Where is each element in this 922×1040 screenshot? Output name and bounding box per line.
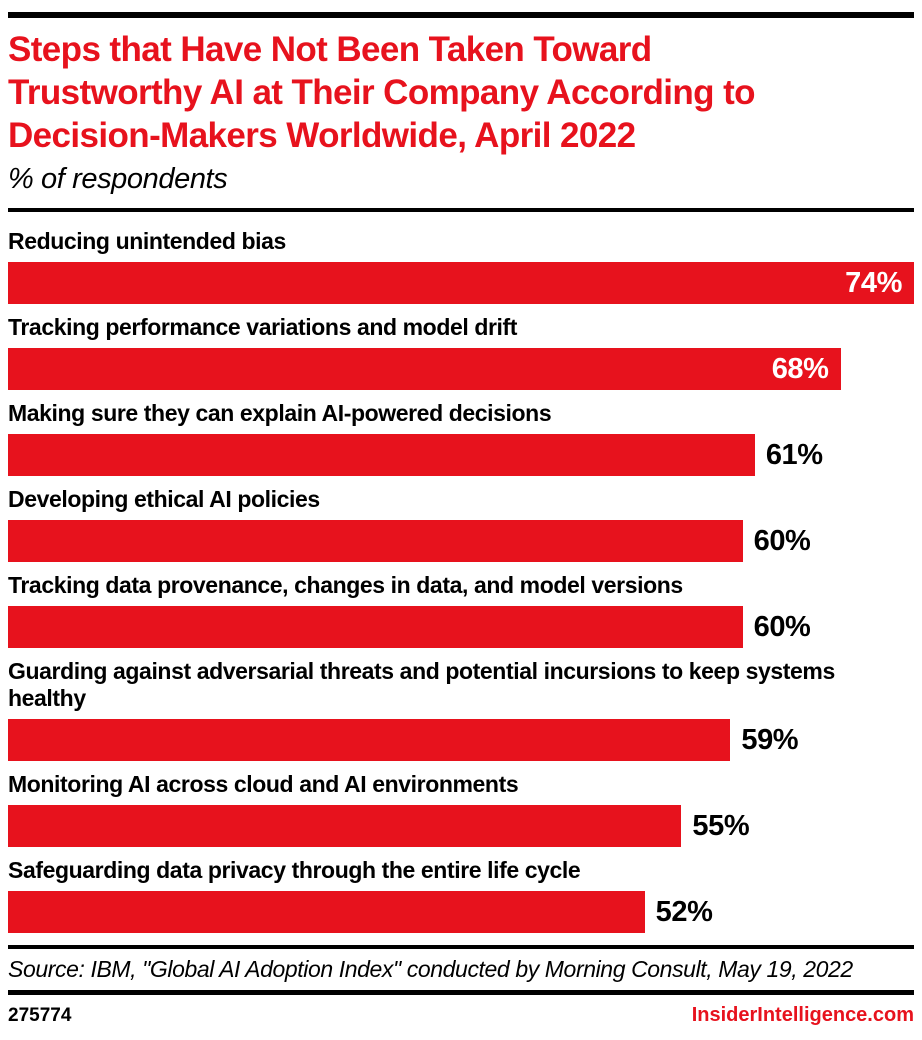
chart-title-line: Decision-Makers Worldwide, April 2022: [8, 116, 636, 156]
brand-link[interactable]: InsiderIntelligence.com: [691, 1004, 914, 1027]
bar-category-label: Guarding against adversarial threats and…: [8, 658, 835, 712]
bar-category-label: Tracking performance variations and mode…: [8, 314, 518, 341]
footer-divider: [8, 990, 914, 996]
bar-row: Guarding against adversarial threats and…: [8, 658, 914, 762]
bar: [8, 520, 743, 563]
bar: [8, 719, 731, 762]
bar-track: 60%: [8, 606, 914, 649]
bar-row: Tracking performance variations and mode…: [8, 314, 914, 391]
bar-track: 74%: [8, 262, 914, 305]
bar-value-label: 74%: [845, 266, 902, 299]
bar-row: Developing ethical AI policies 60%: [8, 486, 914, 563]
chart-title: Steps that Have Not Been Taken Toward Tr…: [8, 28, 914, 157]
bar-track: 59%: [8, 719, 914, 762]
bar: 74%: [8, 262, 914, 305]
bar-track: 60%: [8, 520, 914, 563]
chart-subtitle: % of respondents: [8, 163, 228, 196]
chart-title-line: Trustworthy AI at Their Company Accordin…: [8, 73, 756, 113]
bar-value-label: 68%: [771, 352, 829, 385]
bar-category-label: Monitoring AI across cloud and AI enviro…: [8, 771, 519, 798]
bar-category-label: Making sure they can explain AI-powered …: [8, 400, 552, 427]
bar-row: Tracking data provenance, changes in dat…: [8, 572, 914, 649]
bar: [8, 805, 682, 848]
bar: 68%: [8, 348, 841, 391]
source-divider: [8, 945, 914, 950]
bar-row: Monitoring AI across cloud and AI enviro…: [8, 771, 914, 848]
bar-row: Reducing unintended bias 74%: [8, 228, 914, 305]
bar-category-label: Developing ethical AI policies: [8, 486, 320, 513]
bar-value-label: 60%: [753, 610, 811, 643]
bar-value-label: 52%: [655, 895, 713, 928]
bar-track: 55%: [8, 805, 914, 848]
bar-category-label: Reducing unintended bias: [8, 228, 286, 255]
bar-category-label: Safeguarding data privacy through the en…: [8, 857, 581, 884]
chart-page: Steps that Have Not Been Taken Toward Tr…: [0, 12, 922, 1040]
source-note: Source: IBM, "Global AI Adoption Index" …: [8, 956, 853, 983]
bar-category-label: Tracking data provenance, changes in dat…: [8, 572, 683, 599]
bar-track: 68%: [8, 348, 914, 391]
bar-track: 61%: [8, 434, 914, 477]
bar-chart: Reducing unintended bias 74% Tracking pe…: [8, 212, 914, 934]
bar-value-label: 60%: [753, 524, 811, 557]
bar: [8, 434, 755, 477]
bar-value-label: 61%: [765, 438, 823, 471]
chart-id: 275774: [8, 1005, 72, 1027]
bar-value-label: 55%: [692, 809, 750, 842]
footer: 275774 InsiderIntelligence.com: [8, 1004, 914, 1027]
bar-row: Safeguarding data privacy through the en…: [8, 857, 914, 934]
chart-title-line: Steps that Have Not Been Taken Toward: [8, 30, 652, 69]
bar-row: Making sure they can explain AI-powered …: [8, 400, 914, 477]
bar-value-label: 59%: [741, 723, 799, 756]
top-rule: [8, 12, 914, 18]
bar: [8, 606, 743, 649]
bar: [8, 891, 645, 934]
header-divider: [8, 208, 914, 213]
bar-track: 52%: [8, 891, 914, 934]
